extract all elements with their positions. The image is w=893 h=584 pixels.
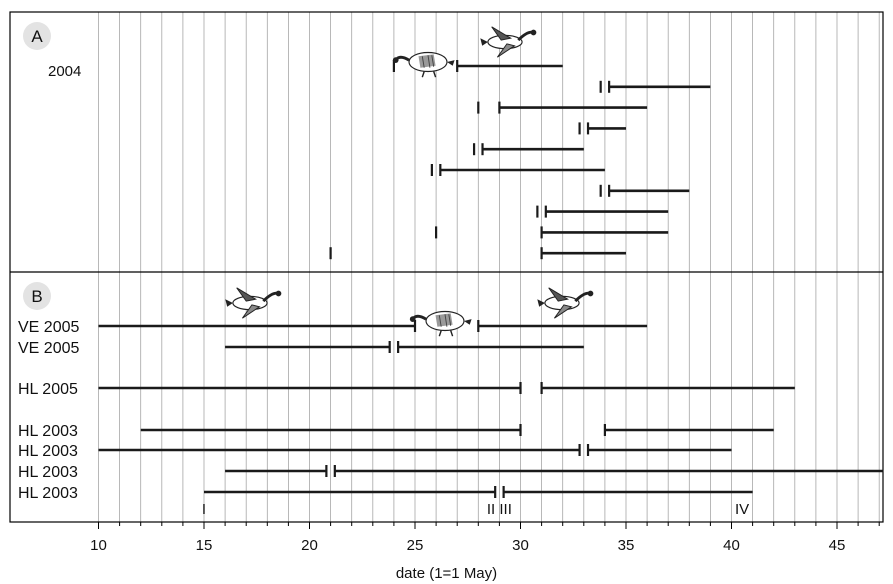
row-label: HL 2003 xyxy=(18,464,78,481)
goose-feeding-icon xyxy=(408,310,474,338)
x-tick-label: 10 xyxy=(90,537,107,554)
row-label: HL 2003 xyxy=(18,423,78,440)
x-tick-label: 45 xyxy=(829,537,846,554)
stage-marker: II III xyxy=(487,501,512,518)
panel-b-letter: B xyxy=(31,287,42,306)
row-label: VE 2005 xyxy=(18,340,79,357)
x-tick-label: 20 xyxy=(301,537,318,554)
stage-marker: IV xyxy=(735,501,749,518)
panel-a-year: 2004 xyxy=(48,63,81,80)
stage-marker: I xyxy=(202,501,206,518)
row-label: HL 2003 xyxy=(18,443,78,460)
panel-a-badge xyxy=(23,22,51,50)
panel-a-letter: A xyxy=(31,27,43,46)
goose-flying-icon xyxy=(535,286,595,320)
panel-b-badge xyxy=(23,282,51,310)
row-label: VE 2005 xyxy=(18,319,79,336)
x-tick-label: 30 xyxy=(512,537,529,554)
x-tick-label: 35 xyxy=(618,537,635,554)
x-tick-label: 25 xyxy=(407,537,424,554)
goose-flying-icon xyxy=(478,25,538,59)
row-label: HL 2005 xyxy=(18,381,78,398)
x-axis-label: date (1=1 May) xyxy=(396,565,497,582)
plot-frame xyxy=(9,11,884,523)
row-label: HL 2003 xyxy=(18,485,78,502)
x-tick-label: 15 xyxy=(196,537,213,554)
x-tick-label: 40 xyxy=(723,537,740,554)
goose-flying-icon xyxy=(223,286,283,320)
goose-feeding-icon xyxy=(391,51,457,79)
